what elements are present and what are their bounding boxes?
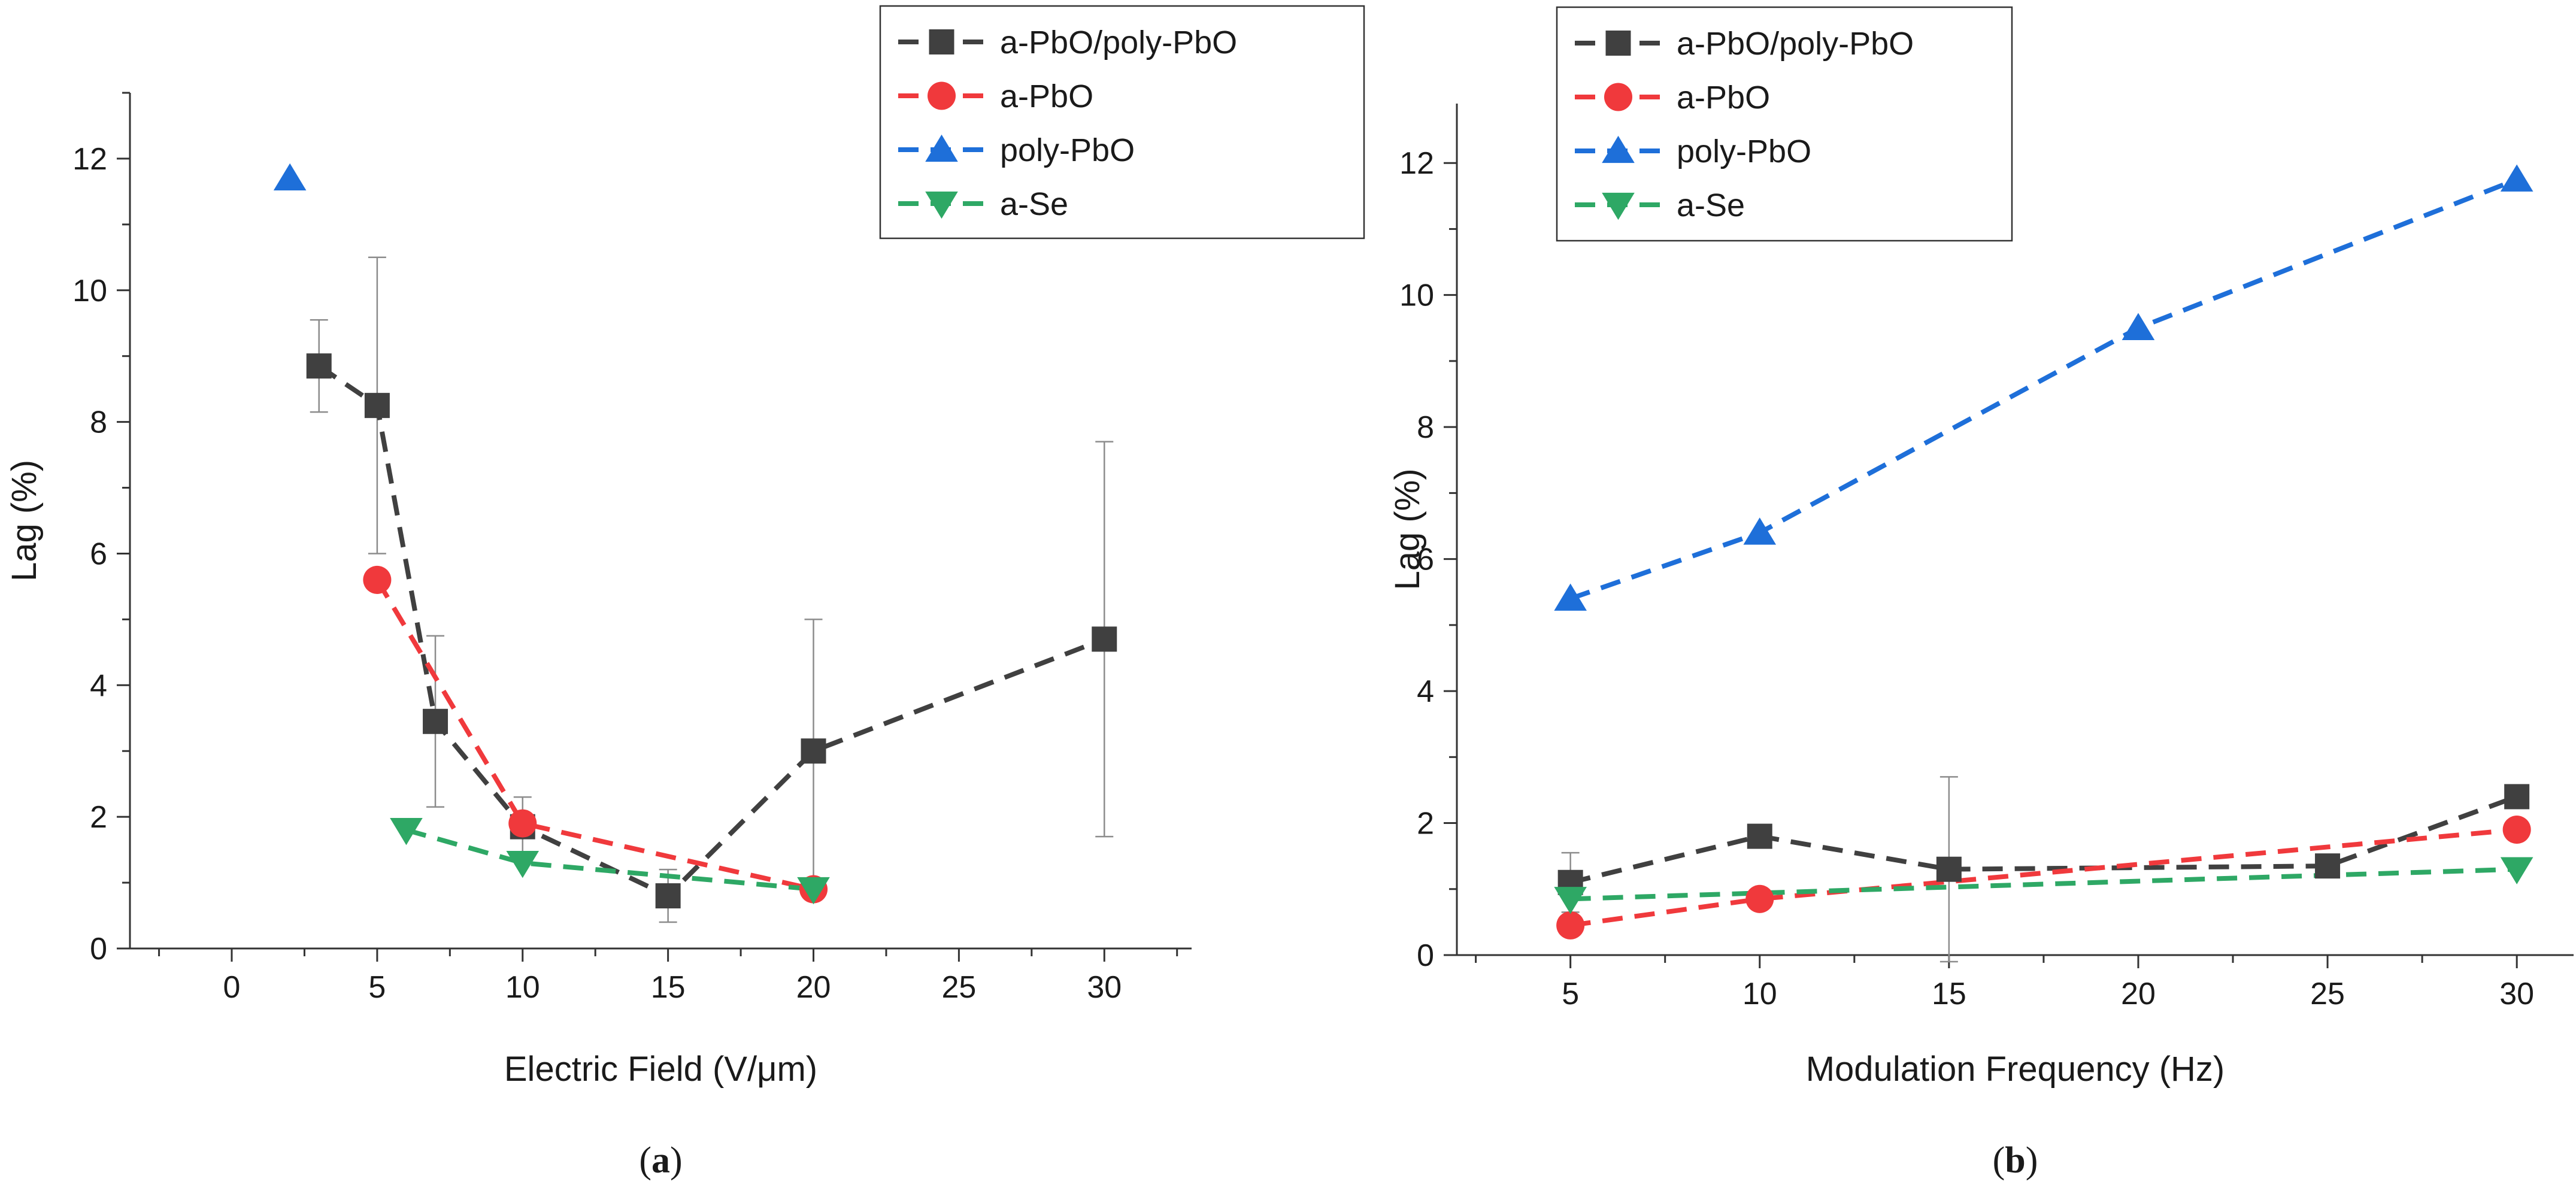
data-point-poly-pbo: [1743, 517, 1777, 545]
data-point-poly-pbo: [1554, 583, 1587, 611]
data-point-a-pbo: [508, 809, 537, 838]
x-tick-label: 5: [1562, 977, 1579, 1011]
data-point-a-pbo-poly-pbo: [306, 353, 332, 379]
legend-box: [1556, 6, 2013, 242]
legend-swatch-marker: [1604, 83, 1633, 111]
y-tick-label: 12: [72, 142, 107, 177]
data-point-a-pbo-poly-pbo: [655, 883, 681, 909]
legend-swatch-marker: [925, 134, 958, 162]
data-point-a-se: [1554, 887, 1587, 914]
y-tick-label: 10: [72, 274, 107, 308]
data-point-a-pbo: [363, 565, 392, 594]
x-tick-label: 10: [1742, 977, 1777, 1011]
legend-label: poly-PbO: [1677, 134, 1811, 169]
data-point-poly-pbo: [2122, 313, 2155, 340]
legend-box: [879, 5, 1365, 240]
y-tick-label: 0: [90, 932, 107, 966]
legend-label: a-PbO/poly-PbO: [1000, 25, 1237, 60]
x-tick-label: 0: [223, 970, 241, 1005]
chart-panel-a: 0 5 10 15 20 25 30 0 2 4 6 8 10 12 Electric Field (V/μ…: [5, 5, 1365, 1181]
data-point-a-pbo-poly-pbo: [801, 738, 826, 764]
series-line-a-se: [1570, 866, 2517, 902]
y-tick-label: 0: [1417, 938, 1434, 973]
x-tick-label: 25: [2310, 977, 2345, 1011]
legend-swatch-marker: [1605, 31, 1631, 56]
y-tick-label: 6: [1417, 543, 1434, 577]
x-axis-label: Electric Field (V/μm): [504, 1050, 817, 1089]
x-axis-label: Modulation Frequency (Hz): [1806, 1050, 2225, 1089]
x-tick-label: 10: [505, 970, 540, 1005]
y-tick-label: 2: [1417, 807, 1434, 841]
legend-label: poly-PbO: [1000, 132, 1135, 168]
series-line-a-pbo: [1570, 827, 2517, 928]
data-point-a-se: [506, 850, 540, 878]
series-line-poly-pbo: [1569, 177, 2518, 601]
y-tick-label: 12: [1399, 146, 1434, 181]
data-point-a-se: [797, 877, 830, 905]
data-point-poly-pbo: [2500, 164, 2533, 192]
y-tick-label: 6: [90, 537, 107, 571]
legend-label: a-Se: [1000, 186, 1068, 222]
x-tick-label: 30: [1087, 970, 1122, 1005]
panel-label: (b): [1993, 1140, 2038, 1181]
legend-swatch-marker: [929, 29, 954, 54]
series-line-a-pbo: [375, 578, 814, 892]
data-point-a-pbo-poly-pbo: [423, 708, 448, 734]
x-tick-label: 15: [1932, 977, 1966, 1011]
y-tick-label: 8: [1417, 410, 1434, 445]
panel-label: (a): [639, 1140, 682, 1181]
y-tick-label: 8: [90, 405, 107, 440]
y-axis-label: Lag (%): [1388, 468, 1427, 590]
y-tick-label: 4: [90, 668, 107, 703]
x-tick-label: 20: [2121, 977, 2156, 1011]
legend-swatch-marker: [1602, 135, 1635, 163]
data-point-a-se: [2500, 857, 2533, 884]
data-point-poly-pbo: [273, 163, 307, 191]
data-point-a-pbo: [2502, 816, 2531, 844]
x-tick-label: 15: [651, 970, 686, 1005]
series-line-a-pbo-poly-pbo: [317, 363, 1105, 899]
y-tick-label: 10: [1399, 278, 1434, 313]
series-line-a-se: [405, 828, 814, 892]
series-line-a-pbo-poly-pbo: [1569, 794, 2518, 885]
data-point-a-pbo-poly-pbo: [1092, 626, 1117, 652]
legend-label: a-PbO: [1677, 80, 1770, 116]
chart-panel-b: 5 10 15 20 25 30 0 2 4 6 8 10 12 Modulation Frequency…: [1388, 6, 2574, 1181]
y-tick-label: 4: [1417, 674, 1434, 709]
data-point-a-se: [390, 817, 423, 845]
x-tick-label: 25: [941, 970, 976, 1005]
data-point-a-pbo-poly-pbo: [364, 393, 390, 419]
legend-label: a-Se: [1677, 187, 1745, 223]
x-tick-label: 5: [368, 970, 386, 1005]
data-point-a-pbo-poly-pbo: [1747, 823, 1772, 849]
data-point-a-pbo: [1556, 911, 1585, 940]
x-tick-label: 30: [2499, 977, 2534, 1011]
y-axis-label: Lag (%): [5, 460, 44, 581]
data-point-a-pbo-poly-pbo: [2315, 853, 2341, 879]
x-tick-label: 20: [796, 970, 831, 1005]
legend-label: a-PbO: [1000, 78, 1093, 114]
legend-swatch-marker: [927, 81, 956, 110]
data-point-a-pbo-poly-pbo: [1936, 856, 1962, 882]
y-tick-label: 2: [90, 800, 107, 835]
legend-swatch-marker: [925, 191, 958, 219]
data-point-a-pbo: [1745, 884, 1774, 913]
data-point-a-pbo-poly-pbo: [2504, 784, 2530, 810]
legend-label: a-PbO/poly-PbO: [1677, 26, 1914, 62]
legend-swatch-marker: [1602, 192, 1635, 220]
